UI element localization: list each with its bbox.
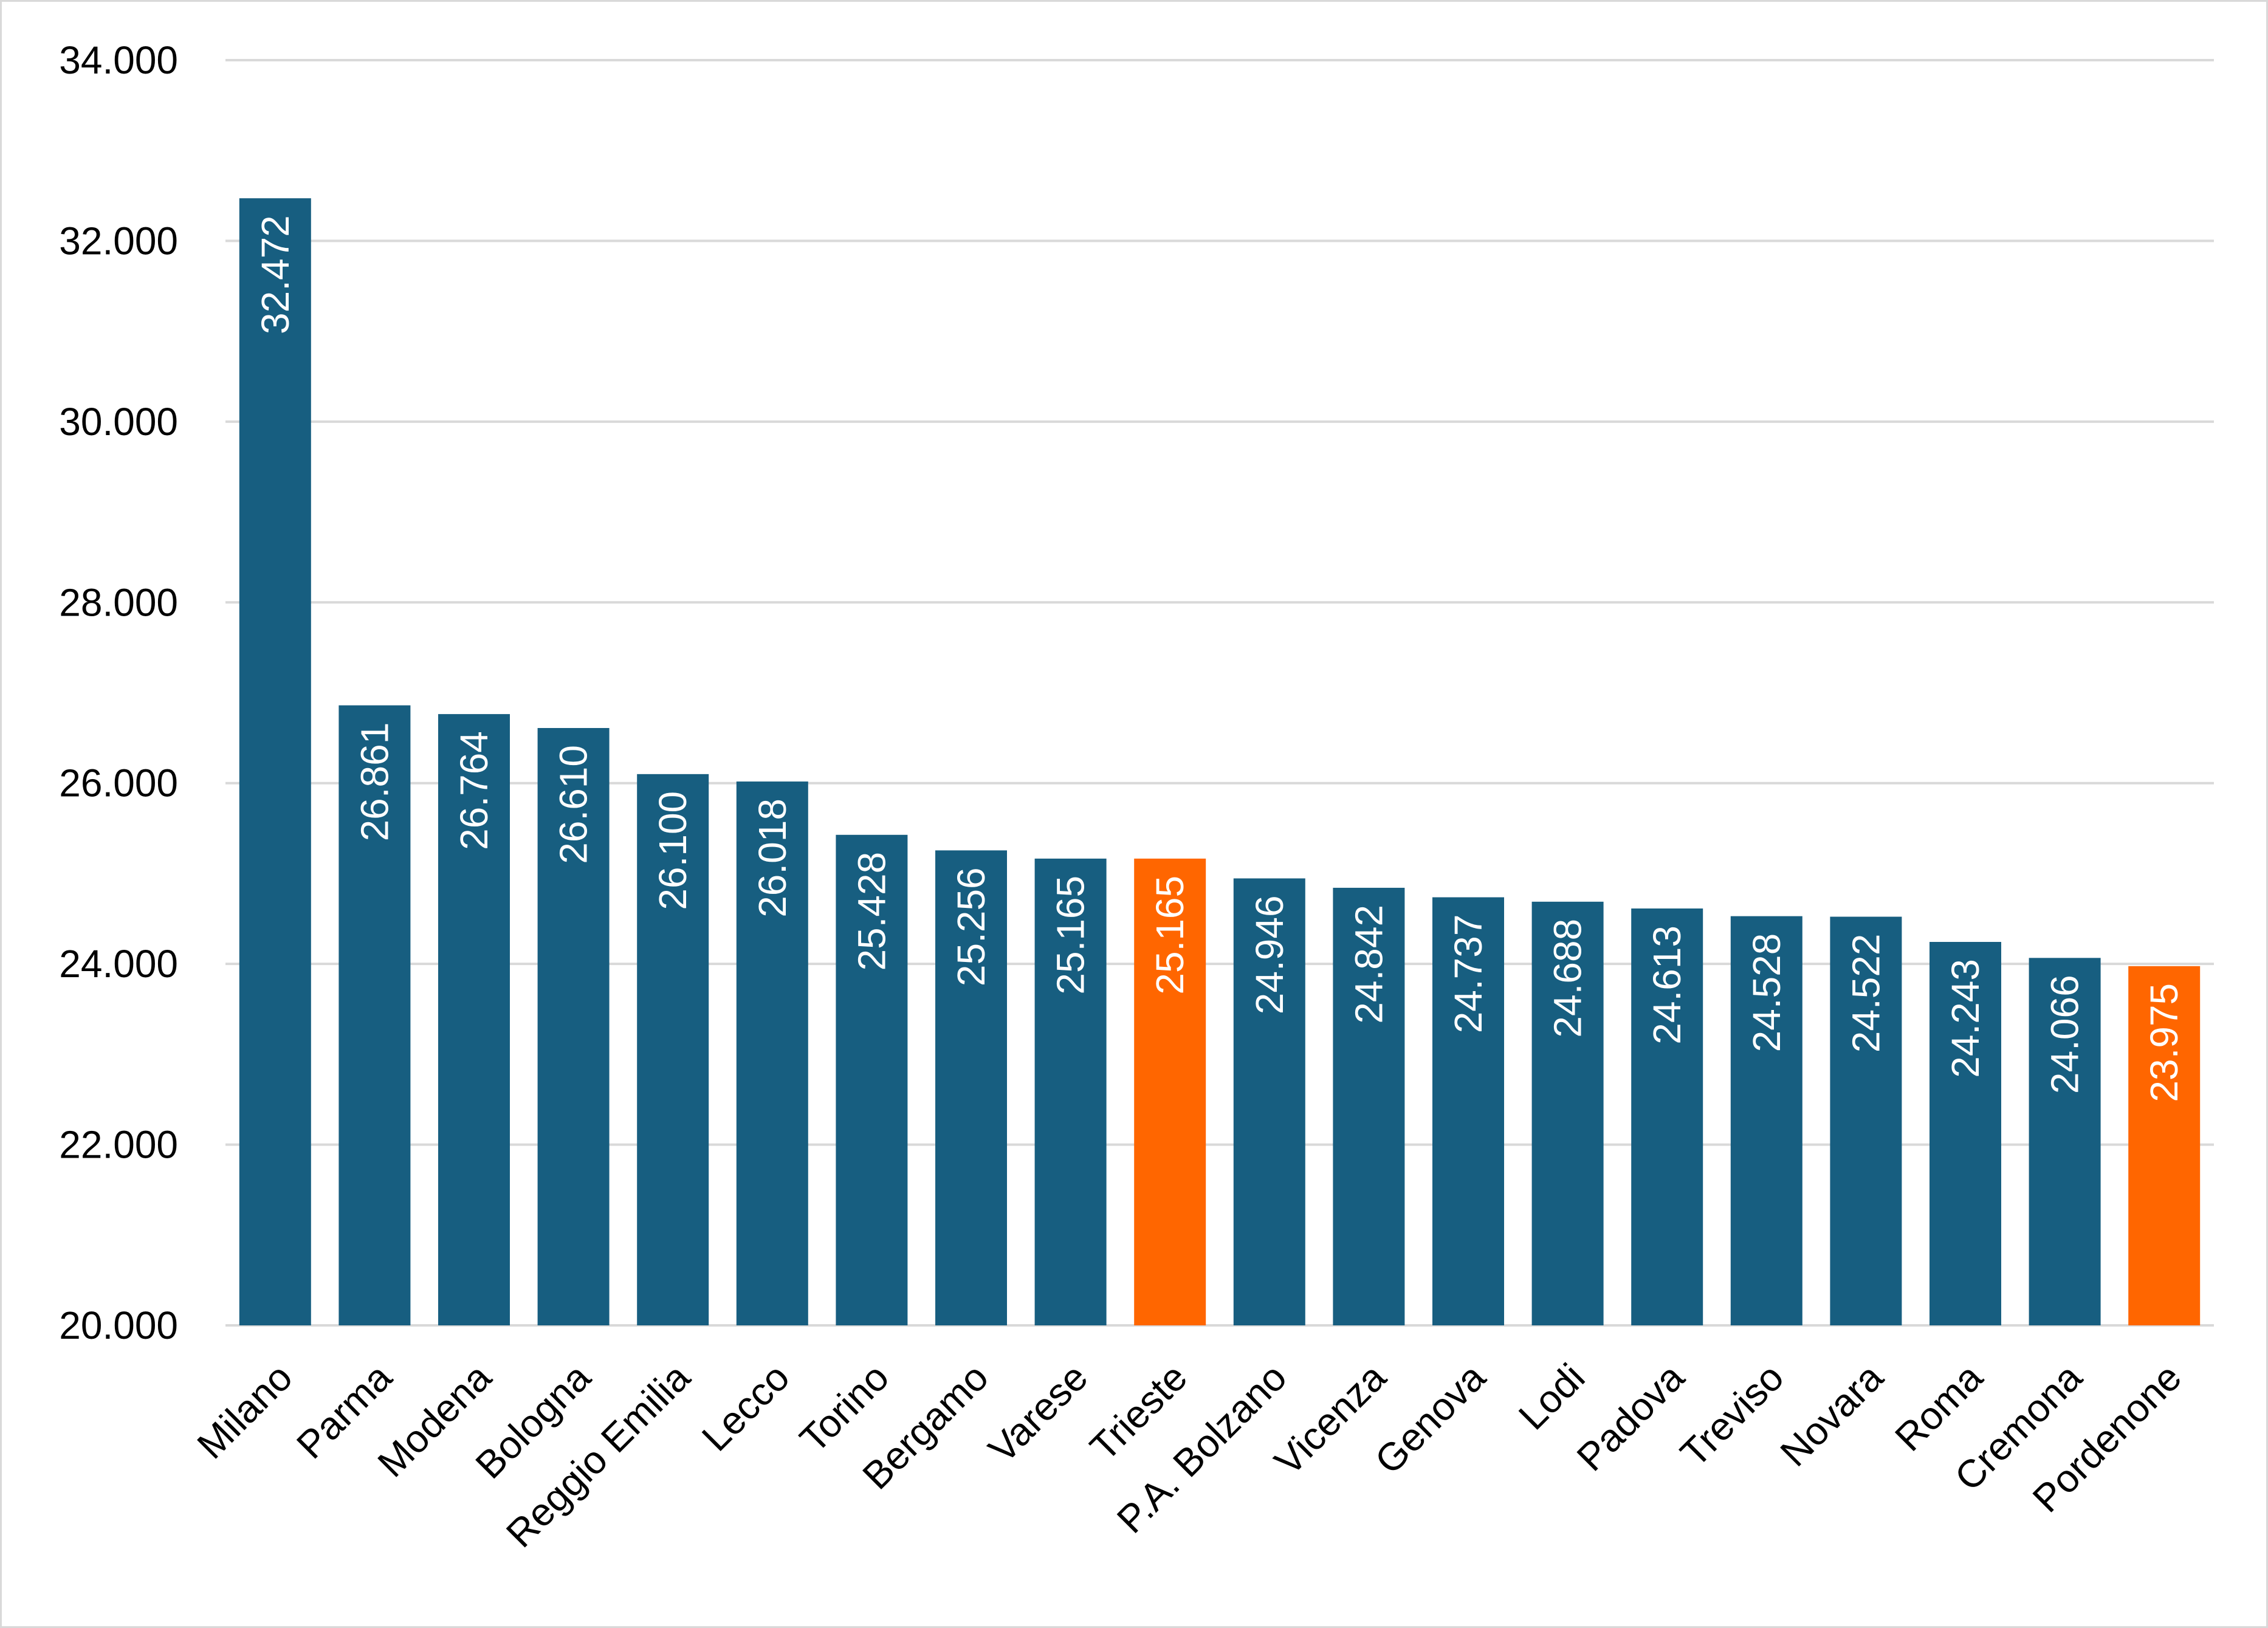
bar xyxy=(1930,942,2001,1325)
x-tick-label: Lodi xyxy=(1510,1355,1593,1438)
bar xyxy=(637,774,709,1325)
bar xyxy=(438,714,510,1325)
data-label: 24.946 xyxy=(1248,895,1291,1014)
data-label: 24.522 xyxy=(1844,934,1888,1053)
bar xyxy=(1233,878,1305,1325)
x-tick-label: Lecco xyxy=(693,1355,798,1460)
bar xyxy=(836,834,908,1325)
x-tick-label: Novara xyxy=(1772,1355,1892,1475)
bar xyxy=(1531,901,1604,1325)
x-tick-label: Vicenza xyxy=(1266,1355,1394,1483)
data-label: 26.100 xyxy=(651,791,695,910)
data-label: 25.428 xyxy=(850,852,893,971)
data-label: 23.975 xyxy=(2142,983,2186,1102)
y-tick-label: 32.000 xyxy=(59,219,178,263)
x-tick-label: Milano xyxy=(188,1355,300,1467)
data-label: 24.842 xyxy=(1347,905,1390,1024)
x-tick-label: Varese xyxy=(980,1355,1096,1471)
data-label: 24.243 xyxy=(1943,959,1987,1078)
data-label: 24.066 xyxy=(2043,975,2087,1094)
bar xyxy=(1333,887,1405,1325)
data-label: 32.472 xyxy=(253,215,297,334)
y-tick-label: 20.000 xyxy=(59,1303,178,1347)
bar xyxy=(1432,897,1504,1325)
y-tick-label: 34.000 xyxy=(59,38,178,82)
bar xyxy=(1730,916,1802,1325)
data-labels: 32.472 26.861 26.764 26.610 26.100 26.018 25.4… xyxy=(253,215,2186,1102)
x-tick-label: Padova xyxy=(1569,1355,1693,1480)
bar xyxy=(338,705,411,1325)
bar xyxy=(1134,858,1206,1325)
bar xyxy=(736,781,808,1325)
gridlines xyxy=(225,59,2214,1327)
bars xyxy=(239,198,2201,1325)
y-tick-label: 30.000 xyxy=(59,400,178,444)
y-tick-label: 22.000 xyxy=(59,1123,178,1167)
bar xyxy=(1830,916,1902,1325)
data-label: 26.018 xyxy=(751,799,794,918)
data-label: 25.165 xyxy=(1148,876,1192,995)
bar xyxy=(537,727,610,1325)
data-label: 25.256 xyxy=(949,867,993,986)
data-label: 26.610 xyxy=(552,745,596,864)
data-label: 24.613 xyxy=(1645,926,1689,1045)
data-label: 26.861 xyxy=(352,723,396,842)
data-label: 24.737 xyxy=(1446,915,1490,1034)
bar xyxy=(935,850,1007,1325)
data-label: 24.528 xyxy=(1745,933,1789,1053)
y-axis-tick-labels: 20.000 22.000 24.000 26.000 28.000 30.000 32.0… xyxy=(59,38,178,1347)
bar xyxy=(1631,908,1703,1325)
x-tick-label: Treviso xyxy=(1672,1355,1792,1475)
data-label: 26.764 xyxy=(452,731,496,850)
data-label: 24.688 xyxy=(1546,919,1590,1038)
bar xyxy=(2029,958,2101,1325)
y-tick-label: 28.000 xyxy=(59,580,178,624)
bar xyxy=(239,198,311,1325)
bar xyxy=(1034,858,1107,1325)
y-tick-label: 24.000 xyxy=(59,942,178,986)
bar xyxy=(2128,966,2201,1325)
y-tick-label: 26.000 xyxy=(59,761,178,805)
data-label: 25.165 xyxy=(1049,876,1093,995)
x-tick-label: Genova xyxy=(1366,1355,1494,1483)
